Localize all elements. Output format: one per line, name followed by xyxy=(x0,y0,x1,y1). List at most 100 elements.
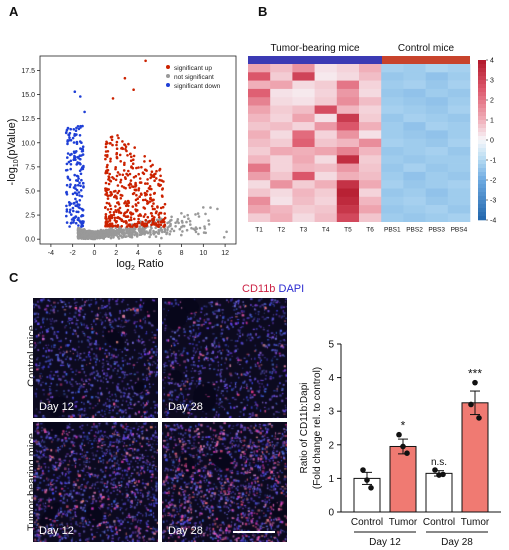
volcano-point xyxy=(145,193,148,196)
volcano-point xyxy=(137,188,140,192)
volcano-point xyxy=(151,219,155,223)
heatmap-cell xyxy=(292,138,315,148)
volcano-point xyxy=(135,166,138,170)
volcano-point xyxy=(75,163,78,166)
volcano-point xyxy=(118,153,122,157)
volcano-point xyxy=(133,217,136,221)
volcano-point xyxy=(149,229,152,232)
heatmap-cell xyxy=(359,155,382,164)
colorbar-tick-label: -3 xyxy=(490,198,496,205)
colorbar-segment xyxy=(478,76,486,81)
volcano-point xyxy=(83,234,86,238)
heatmap-cell xyxy=(336,122,360,131)
volcano-point xyxy=(158,169,161,172)
volcano-point xyxy=(157,216,161,219)
volcano-point xyxy=(80,225,83,228)
volcano-point xyxy=(82,186,85,189)
volcano-point xyxy=(143,222,147,225)
volcano-y-tick-label: 2.5 xyxy=(25,213,35,220)
volcano-point xyxy=(72,141,76,144)
volcano-point xyxy=(117,189,121,193)
volcano-point xyxy=(155,230,158,234)
volcano-x-tick-label: -4 xyxy=(48,250,54,257)
volcano-point xyxy=(69,127,72,131)
volcano-point xyxy=(114,189,117,193)
heatmap-cell xyxy=(248,64,271,73)
volcano-point xyxy=(80,214,84,217)
volcano-point xyxy=(119,180,122,184)
volcano-point xyxy=(103,235,106,239)
volcano-point xyxy=(122,169,126,172)
heatmap-cell xyxy=(270,205,293,214)
volcano-point xyxy=(71,192,75,196)
volcano-point xyxy=(76,161,79,164)
volcano-point xyxy=(73,90,77,93)
heatmap-cell xyxy=(381,163,404,173)
volcano-point xyxy=(165,231,169,234)
volcano-point xyxy=(89,233,92,237)
data-point xyxy=(472,379,478,386)
colorbar-segment xyxy=(478,72,486,77)
volcano-point xyxy=(69,159,73,163)
heatmap-cell xyxy=(403,180,426,189)
volcano-point xyxy=(161,230,164,234)
volcano-point xyxy=(125,228,128,231)
micrograph-tumor-day28-image xyxy=(162,422,287,542)
volcano-point xyxy=(207,219,210,222)
heatmap-cell xyxy=(270,105,293,115)
bar xyxy=(425,472,453,513)
volcano-point xyxy=(204,212,207,216)
volcano-point xyxy=(83,110,86,114)
day-label: Day 12 xyxy=(39,401,74,413)
volcano-point xyxy=(69,163,73,166)
volcano-point xyxy=(138,229,141,233)
volcano-point xyxy=(133,233,136,237)
volcano-point xyxy=(75,188,79,192)
data-point xyxy=(368,485,374,491)
heatmap-cell xyxy=(381,138,404,148)
volcano-point xyxy=(155,169,158,173)
volcano-point xyxy=(66,168,69,172)
heatmap-cell xyxy=(381,147,404,156)
heatmap-cell xyxy=(314,155,338,164)
bar xyxy=(461,402,489,513)
panel-label-c: C xyxy=(9,270,19,285)
data-point xyxy=(364,477,370,483)
volcano-point xyxy=(115,155,119,159)
volcano-point xyxy=(68,185,72,189)
heatmap-cell xyxy=(381,113,404,123)
volcano-point xyxy=(125,203,129,207)
heatmap-cell xyxy=(425,64,449,73)
heatmap-cell xyxy=(403,188,426,198)
volcano-point xyxy=(131,212,135,216)
heatmap-cell xyxy=(381,88,404,98)
heatmap-cell xyxy=(403,155,426,164)
volcano-point xyxy=(79,147,82,150)
volcano-point xyxy=(146,189,149,193)
colorbar-tick-label: 2 xyxy=(490,98,494,105)
volcano-point xyxy=(197,232,200,236)
volcano-point xyxy=(153,191,156,195)
volcano-point xyxy=(129,179,133,182)
volcano-y-tick-label: 12.5 xyxy=(21,116,35,123)
volcano-point xyxy=(109,179,113,183)
volcano-point xyxy=(122,214,126,217)
heatmap-cell xyxy=(425,213,449,222)
volcano-point xyxy=(126,174,130,177)
colorbar-tick-label: -2 xyxy=(490,178,496,185)
volcano-point xyxy=(180,219,184,223)
heatmap-cell xyxy=(359,130,382,139)
volcano-point xyxy=(75,200,79,204)
micrograph-tumor-day28: Day 28 xyxy=(162,422,287,542)
volcano-point xyxy=(156,205,159,208)
volcano-point xyxy=(104,189,107,192)
volcano-point xyxy=(118,173,121,176)
heatmap-cell xyxy=(270,80,293,90)
volcano-point xyxy=(92,235,95,239)
volcano-point xyxy=(162,180,165,183)
colorbar-segment xyxy=(478,124,486,129)
volcano-point xyxy=(131,162,135,165)
heatmap-cell xyxy=(292,97,315,106)
control-group-label: Control mice xyxy=(398,43,455,54)
